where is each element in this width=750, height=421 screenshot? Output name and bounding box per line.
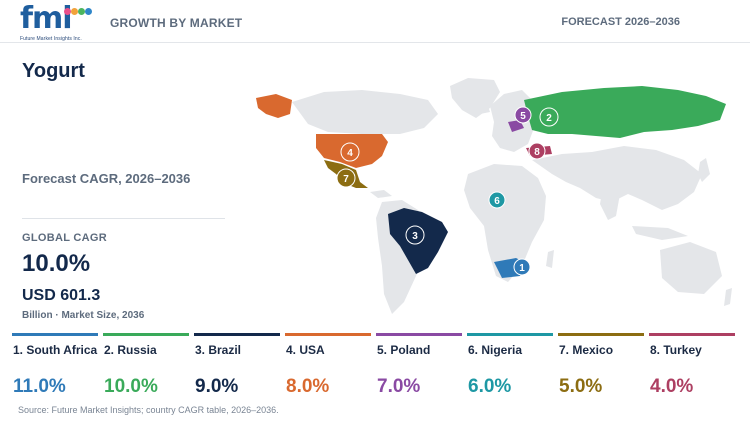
- country-color-bar: [12, 333, 98, 336]
- land-madagascar: [546, 250, 554, 268]
- country-card-mexico[interactable]: 7. Mexico 5.0%: [558, 333, 644, 398]
- fmi-logo[interactable]: fmi Future Market Insights Inc.: [20, 1, 96, 42]
- country-color-bar: [467, 333, 553, 336]
- country-name: 2. Russia: [104, 343, 157, 357]
- land-japan: [698, 158, 710, 182]
- marker-label: 5: [520, 111, 526, 122]
- land-india: [600, 192, 620, 220]
- land-iceland: [478, 106, 490, 114]
- marker-brazil[interactable]: 3: [405, 225, 425, 245]
- country-cagr-value: 10.0%: [104, 376, 158, 397]
- country-cagr-list: 1. South Africa 11.0% 2. Russia 10.0% 3.…: [12, 333, 742, 398]
- marker-mexico[interactable]: 7: [336, 168, 356, 188]
- region-russia: [524, 86, 726, 138]
- country-name: 3. Brazil: [195, 343, 242, 357]
- logo-dot: [78, 8, 85, 15]
- country-cagr-value: 4.0%: [650, 376, 694, 397]
- marker-label: 6: [494, 196, 500, 207]
- logo-text: fmi: [20, 1, 73, 36]
- forecast-period: FORECAST 2026–2036: [561, 16, 680, 28]
- source-note: Source: Future Market Insights; country …: [18, 405, 279, 415]
- world-map: 1 2 3 4 5 6 7 8: [232, 70, 744, 320]
- country-cagr-value: 6.0%: [468, 376, 512, 397]
- cagr-caption: Forecast CAGR, 2026–2036: [22, 171, 191, 186]
- country-color-bar: [649, 333, 735, 336]
- marker-label: 7: [343, 174, 349, 185]
- country-color-bar: [103, 333, 189, 336]
- land-masses: [292, 78, 732, 314]
- country-name: 4. USA: [286, 343, 325, 357]
- land-canada: [292, 90, 438, 134]
- marker-turkey[interactable]: 8: [528, 142, 546, 160]
- country-cagr-value: 8.0%: [286, 376, 330, 397]
- land-europe: [490, 90, 534, 152]
- marker-label: 3: [412, 231, 418, 242]
- country-name: 5. Poland: [377, 343, 431, 357]
- land-new-zealand: [724, 288, 732, 306]
- logo-dot: [71, 8, 78, 15]
- market-size-value: USD 601.3: [22, 287, 101, 304]
- logo-dots-icon: [64, 8, 94, 16]
- marker-russia[interactable]: 2: [539, 107, 559, 127]
- header-title: GROWTH BY MARKET: [110, 16, 243, 30]
- logo-dot: [64, 8, 71, 15]
- country-card-russia[interactable]: 2. Russia 10.0%: [103, 333, 189, 398]
- product-title: Yogurt: [22, 60, 85, 82]
- world-map-svg: 1 2 3 4 5 6 7 8: [256, 78, 732, 314]
- country-color-bar: [285, 333, 371, 336]
- country-name: 6. Nigeria: [468, 343, 523, 357]
- country-cagr-value: 5.0%: [559, 376, 603, 397]
- region-alaska: [256, 94, 292, 118]
- country-color-bar: [194, 333, 280, 336]
- country-card-turkey[interactable]: 8. Turkey 4.0%: [649, 333, 735, 398]
- country-card-south-africa[interactable]: 1. South Africa 11.0%: [12, 333, 98, 398]
- global-cagr-label: GLOBAL CAGR: [22, 232, 107, 244]
- country-name: 1. South Africa: [13, 343, 98, 357]
- logo-dot: [85, 8, 92, 15]
- divider: [22, 218, 225, 219]
- marker-label: 2: [546, 113, 552, 124]
- marker-label: 1: [519, 263, 525, 274]
- marker-nigeria[interactable]: 6: [488, 191, 506, 209]
- country-card-usa[interactable]: 4. USA 8.0%: [285, 333, 371, 398]
- marker-south-africa[interactable]: 1: [513, 258, 531, 276]
- country-cagr-value: 11.0%: [13, 376, 66, 397]
- country-card-brazil[interactable]: 3. Brazil 9.0%: [194, 333, 280, 398]
- country-color-bar: [558, 333, 644, 336]
- land-australia: [660, 242, 722, 294]
- country-cagr-value: 9.0%: [195, 376, 239, 397]
- marker-usa[interactable]: 4: [340, 142, 360, 162]
- header-bar: fmi Future Market Insights Inc. GROWTH B…: [0, 0, 750, 43]
- global-cagr-value: 10.0%: [22, 250, 91, 277]
- marker-poland[interactable]: 5: [514, 106, 532, 124]
- land-asia: [532, 146, 702, 210]
- market-size-note: Billion · Market Size, 2036: [22, 310, 145, 321]
- marker-label: 8: [534, 147, 540, 158]
- land-caribbean: [370, 190, 392, 198]
- country-name: 8. Turkey: [650, 343, 702, 357]
- land-indonesia: [632, 226, 688, 240]
- logo-tagline: Future Market Insights Inc.: [20, 36, 82, 42]
- country-cagr-value: 7.0%: [377, 376, 421, 397]
- country-card-nigeria[interactable]: 6. Nigeria 6.0%: [467, 333, 553, 398]
- country-name: 7. Mexico: [559, 343, 614, 357]
- marker-label: 4: [347, 148, 353, 159]
- land-africa: [464, 164, 546, 282]
- country-color-bar: [376, 333, 462, 336]
- country-card-poland[interactable]: 5. Poland 7.0%: [376, 333, 462, 398]
- region-poland: [508, 120, 524, 132]
